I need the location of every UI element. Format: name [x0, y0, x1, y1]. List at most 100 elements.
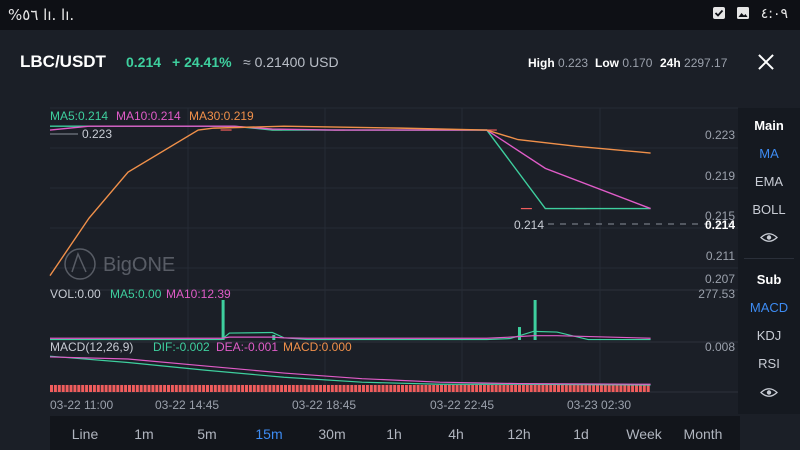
volume-ma5-line: [50, 330, 651, 341]
eye-icon[interactable]: [760, 387, 778, 398]
macd-histogram-bar: [377, 384, 381, 392]
macd-histogram-bar: [326, 384, 330, 392]
macd-histogram-bar: [494, 384, 498, 392]
eye-icon[interactable]: [760, 232, 778, 243]
macd-histogram-bar: [646, 384, 650, 392]
vol-ma5-legend: MA5:0.00: [110, 287, 162, 301]
indicator-rsi[interactable]: RSI: [758, 356, 780, 371]
indicator-kdj[interactable]: KDJ: [756, 328, 782, 343]
indicator-ma[interactable]: MA: [759, 146, 779, 161]
timeframe-5m[interactable]: 5m: [197, 426, 217, 442]
macd-histogram-bar: [498, 384, 502, 392]
price-change: + 24.41%: [172, 54, 232, 70]
macd-histogram-bar: [108, 384, 112, 392]
price-axis-label: 0.215: [705, 209, 735, 223]
macd-histogram-bar: [323, 384, 326, 392]
macd-histogram-bar: [81, 384, 85, 392]
last-price-left-label: 0.214: [514, 218, 544, 232]
macd-histogram-bar: [350, 384, 354, 392]
macd-histogram-bar: [510, 384, 514, 392]
macd-histogram-bar: [537, 384, 541, 392]
timeframe-12h[interactable]: 12h: [507, 426, 531, 442]
macd-histogram-bar: [85, 384, 89, 392]
ma30-legend: MA30:0.219: [189, 109, 254, 123]
macd-value-legend: MACD:0.000: [283, 340, 352, 354]
macd-histogram-bar: [463, 384, 467, 392]
macd-histogram-bar: [420, 384, 424, 392]
indicator-macd[interactable]: MACD: [749, 300, 789, 315]
macd-histogram-bar: [287, 384, 291, 392]
macd-histogram-bar: [299, 384, 303, 392]
macd-histogram-bar: [198, 384, 202, 392]
macd-histogram-bar: [549, 384, 553, 392]
macd-histogram-bar: [459, 384, 463, 392]
volume-bar: [518, 327, 521, 340]
macd-histogram-bar: [514, 384, 518, 392]
macd-histogram-bar: [65, 384, 69, 392]
macd-histogram-bar: [424, 384, 428, 392]
macd-histogram-bar: [607, 384, 611, 392]
timeframe-line[interactable]: Line: [71, 426, 99, 442]
timeframe-1d[interactable]: 1d: [573, 426, 589, 442]
macd-histogram-bar: [96, 384, 100, 392]
price-axis-label: 0.223: [705, 128, 735, 142]
macd-histogram-bar: [385, 384, 389, 392]
macd-histogram-bar: [611, 384, 615, 392]
macd-axis-label: 0.008: [705, 340, 735, 354]
macd-histogram-bar: [89, 384, 92, 392]
macd-histogram-bar: [572, 384, 576, 392]
timeframe-1m[interactable]: 1m: [134, 426, 154, 442]
sub-indicator-title: Sub: [756, 272, 782, 287]
macd-histogram-bar: [576, 384, 580, 392]
indicator-boll[interactable]: BOLL: [752, 202, 786, 217]
macd-histogram-bar: [139, 384, 143, 392]
macd-histogram-bar: [346, 384, 350, 392]
macd-histogram-bar: [143, 384, 147, 392]
stat-label: High: [528, 56, 555, 70]
stat-value: 2297.17: [684, 56, 728, 70]
macd-histogram-bar: [475, 384, 479, 392]
pair-name: LBC/USDT: [20, 52, 106, 71]
macd-histogram-bar: [213, 384, 217, 392]
macd-histogram-bar: [631, 384, 635, 392]
timeframe-month[interactable]: Month: [683, 426, 723, 442]
macd-histogram-bar: [186, 384, 190, 392]
macd-histogram-bar: [245, 384, 248, 392]
timeframe-4h[interactable]: 4h: [448, 426, 464, 442]
macd-histogram-bar: [217, 384, 221, 392]
last-price: 0.214: [126, 54, 162, 70]
macd-histogram-bar: [284, 384, 287, 392]
watermark-text: BigONE: [103, 254, 175, 276]
macd-histogram-bar: [260, 384, 264, 392]
timeframe-1h[interactable]: 1h: [386, 426, 402, 442]
timeframe-week[interactable]: Week: [626, 426, 662, 442]
macd-histogram-bar: [338, 384, 342, 392]
macd-histogram-bar: [311, 384, 315, 392]
macd-histogram-bar: [627, 384, 631, 392]
macd-histogram-bar: [373, 384, 377, 392]
timeframe-30m[interactable]: 30m: [318, 426, 346, 442]
macd-histogram-bar: [502, 384, 506, 392]
series-line-ma10: [49, 125, 651, 210]
macd-histogram-bar: [233, 384, 237, 392]
macd-histogram-bar: [471, 384, 475, 392]
macd-histogram-bar: [268, 384, 272, 392]
macd-histogram-bar: [592, 384, 596, 392]
macd-histogram-bar: [479, 384, 482, 392]
macd-histogram-bar: [202, 384, 206, 392]
indicator-ema[interactable]: EMA: [754, 174, 784, 189]
series-line-ma5: [50, 125, 651, 210]
timeframe-15m[interactable]: 15m: [255, 426, 283, 442]
macd-histogram-bar: [342, 384, 346, 392]
time-axis-label: 03-22 14:45: [155, 398, 219, 412]
ma5-legend: MA5:0.214: [50, 109, 108, 123]
high-marker-label: 0.223: [82, 127, 112, 141]
macd-histogram-bar: [365, 384, 369, 392]
macd-histogram-bar: [362, 384, 365, 392]
volume-bar: [533, 300, 537, 340]
macd-histogram-bar: [588, 384, 592, 392]
macd-histogram-bar: [77, 384, 81, 392]
macd-histogram-bar: [120, 384, 124, 392]
macd-histogram-bar: [315, 384, 319, 392]
